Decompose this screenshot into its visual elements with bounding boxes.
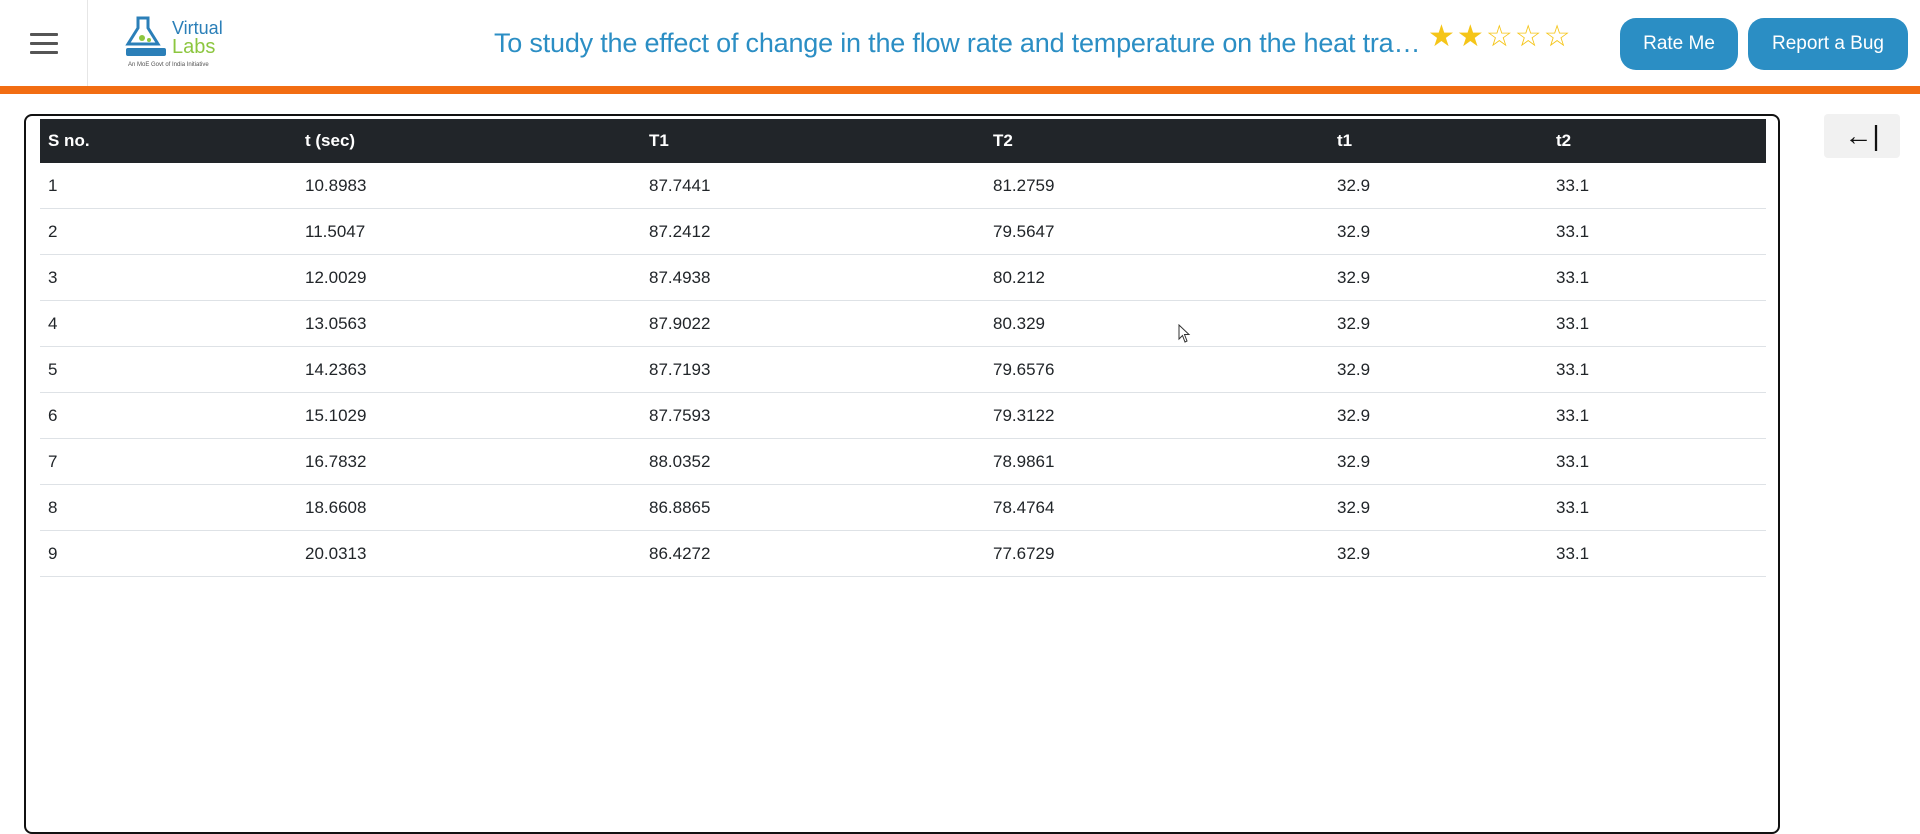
table-cell: 33.1 <box>1548 530 1766 577</box>
logo-text-virtual: Virtual <box>172 18 223 38</box>
table-row: 7 16.7832 88.0352 78.9861 32.9 33.1 <box>40 438 1766 485</box>
table-cell: 80.212 <box>985 254 1329 301</box>
table-cell: 10.8983 <box>297 163 641 209</box>
table-cell: 87.7593 <box>641 392 985 439</box>
table-cell: 4 <box>40 300 297 347</box>
table-row: 3 12.0029 87.4938 80.212 32.9 33.1 <box>40 254 1766 301</box>
logo-subtitle: An MoE Govt of India Initiative <box>128 62 209 68</box>
table-cell: 9 <box>40 530 297 577</box>
page-title: To study the effect of change in the flo… <box>494 28 1428 58</box>
star-empty-icon[interactable]: ☆ <box>1485 20 1513 53</box>
table-cell: 78.4764 <box>985 484 1329 531</box>
table-cell: 6 <box>40 392 297 439</box>
table-cell: 1 <box>40 163 297 209</box>
table-cell: 33.1 <box>1548 208 1766 255</box>
star-filled-icon[interactable]: ★ <box>1456 20 1484 53</box>
table-cell: 8 <box>40 484 297 531</box>
table-cell: 12.0029 <box>297 254 641 301</box>
table-cell: 87.4938 <box>641 254 985 301</box>
mouse-cursor-icon <box>1178 324 1191 343</box>
table-cell: 32.9 <box>1329 254 1548 301</box>
table-cell: 32.9 <box>1329 346 1548 393</box>
table-cell: 79.6576 <box>985 346 1329 393</box>
table-row: 6 15.1029 87.7593 79.3122 32.9 33.1 <box>40 392 1766 439</box>
column-header: t2 <box>1548 119 1766 163</box>
virtual-labs-logo[interactable]: Virtual Labs An MoE Govt of India Initia… <box>124 14 234 74</box>
flask-logo-icon <box>125 16 166 56</box>
table-row: 1 10.8983 87.7441 81.2759 32.9 33.1 <box>40 163 1766 209</box>
column-header: t (sec) <box>297 119 641 163</box>
table-cell: 33.1 <box>1548 300 1766 347</box>
table-cell: 81.2759 <box>985 163 1329 209</box>
table-cell: 88.0352 <box>641 438 985 485</box>
table-cell: 18.6608 <box>297 484 641 531</box>
star-empty-icon[interactable]: ☆ <box>1543 20 1571 53</box>
hamburger-icon <box>29 27 58 60</box>
observation-table: S no. t (sec) T1 T2 t1 t2 1 10.8983 87.744… <box>40 119 1766 577</box>
table-cell: 20.0313 <box>297 530 641 577</box>
table-cell: 78.9861 <box>985 438 1329 485</box>
menu-button[interactable] <box>0 0 88 86</box>
table-cell: 86.8865 <box>641 484 985 531</box>
table-cell: 2 <box>40 208 297 255</box>
column-header: T1 <box>641 119 985 163</box>
table-cell: 11.5047 <box>297 208 641 255</box>
table-cell: 33.1 <box>1548 163 1766 209</box>
table-cell: 80.329 <box>985 300 1329 347</box>
table-cell: 87.2412 <box>641 208 985 255</box>
rate-me-button[interactable]: Rate Me <box>1620 18 1738 70</box>
table-cell: 16.7832 <box>297 438 641 485</box>
table-cell: 32.9 <box>1329 530 1548 577</box>
column-header: T2 <box>985 119 1329 163</box>
table-cell: 87.7193 <box>641 346 985 393</box>
table-cell: 32.9 <box>1329 484 1548 531</box>
orange-divider <box>0 86 1920 94</box>
table-cell: 79.5647 <box>985 208 1329 255</box>
table-cell: 32.9 <box>1329 438 1548 485</box>
logo-text-labs: Labs <box>172 36 216 58</box>
column-header: t1 <box>1329 119 1548 163</box>
star-rating[interactable]: ★ ★ ☆ ☆ ☆ <box>1428 20 1571 54</box>
table-cell: 32.9 <box>1329 208 1548 255</box>
table-cell: 33.1 <box>1548 484 1766 531</box>
table-cell: 33.1 <box>1548 438 1766 485</box>
top-navbar: Virtual Labs An MoE Govt of India Initia… <box>0 0 1920 86</box>
table-row: 2 11.5047 87.2412 79.5647 32.9 33.1 <box>40 208 1766 255</box>
report-bug-button[interactable]: Report a Bug <box>1748 18 1908 70</box>
table-cell: 77.6729 <box>985 530 1329 577</box>
table-cell: 14.2363 <box>297 346 641 393</box>
table-row: 5 14.2363 87.7193 79.6576 32.9 33.1 <box>40 346 1766 393</box>
star-filled-icon[interactable]: ★ <box>1428 20 1455 53</box>
table-cell: 32.9 <box>1329 163 1548 209</box>
table-cell: 3 <box>40 254 297 301</box>
table-cell: 32.9 <box>1329 392 1548 439</box>
observation-panel: S no. t (sec) T1 T2 t1 t2 1 10.8983 87.744… <box>24 114 1780 834</box>
star-empty-icon[interactable]: ☆ <box>1514 20 1542 53</box>
table-cell: 87.9022 <box>641 300 985 347</box>
table-cell: 7 <box>40 438 297 485</box>
table-cell: 13.0563 <box>297 300 641 347</box>
table-row: 4 13.0563 87.9022 80.329 32.9 33.1 <box>40 300 1766 347</box>
table-cell: 5 <box>40 346 297 393</box>
table-cell: 32.9 <box>1329 300 1548 347</box>
table-cell: 86.4272 <box>641 530 985 577</box>
collapse-left-icon: ←| <box>1844 120 1880 151</box>
table-row: 8 18.6608 86.8865 78.4764 32.9 33.1 <box>40 484 1766 531</box>
column-header: S no. <box>40 119 297 163</box>
table-cell: 79.3122 <box>985 392 1329 439</box>
table-row: 9 20.0313 86.4272 77.6729 32.9 33.1 <box>40 530 1766 577</box>
table-cell: 33.1 <box>1548 392 1766 439</box>
collapse-panel-button[interactable]: ←| <box>1824 114 1900 158</box>
table-header-row: S no. t (sec) T1 T2 t1 t2 <box>40 119 1766 163</box>
table-cell: 33.1 <box>1548 346 1766 393</box>
table-cell: 33.1 <box>1548 254 1766 301</box>
table-cell: 87.7441 <box>641 163 985 209</box>
table-cell: 15.1029 <box>297 392 641 439</box>
